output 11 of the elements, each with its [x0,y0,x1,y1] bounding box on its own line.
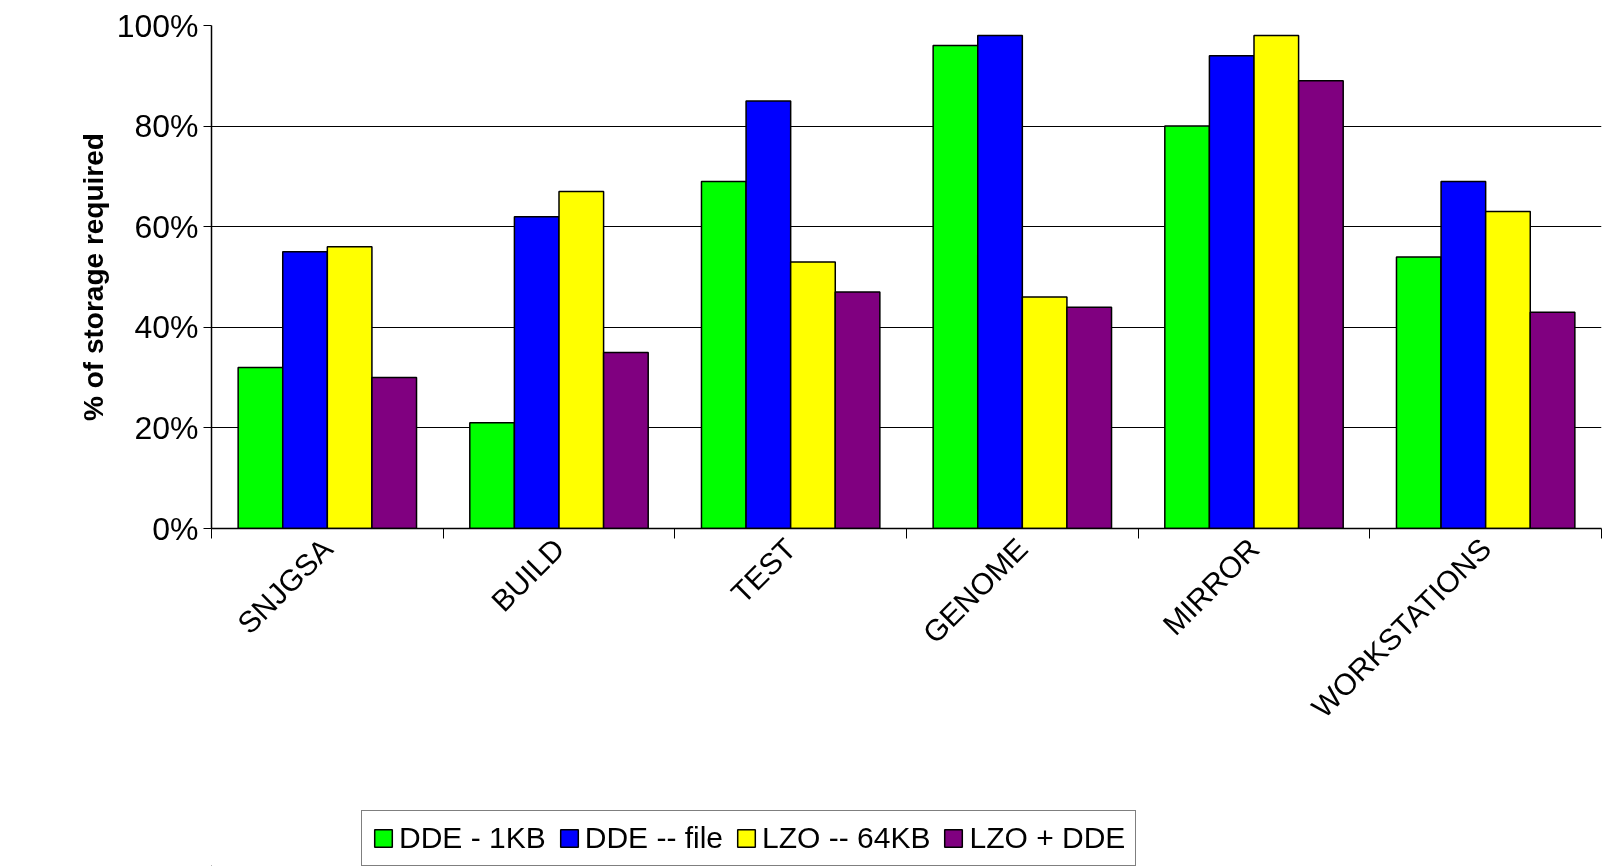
legend-label: LZO + DDE [969,821,1126,855]
y-tick-label: 100% [116,7,199,44]
y-tick-label: 80% [134,108,199,145]
y-tick-label: 40% [134,309,199,346]
y-tick-label: 60% [134,208,199,245]
y-tick-label: 0% [152,510,199,547]
legend-label: DDE -- file [584,821,724,855]
legend-label: DDE - 1KB [399,821,546,855]
y-tick-label: 20% [134,409,199,446]
y-axis-title: % of storage required [77,133,109,421]
legend-label: LZO -- 64KB [762,821,931,855]
